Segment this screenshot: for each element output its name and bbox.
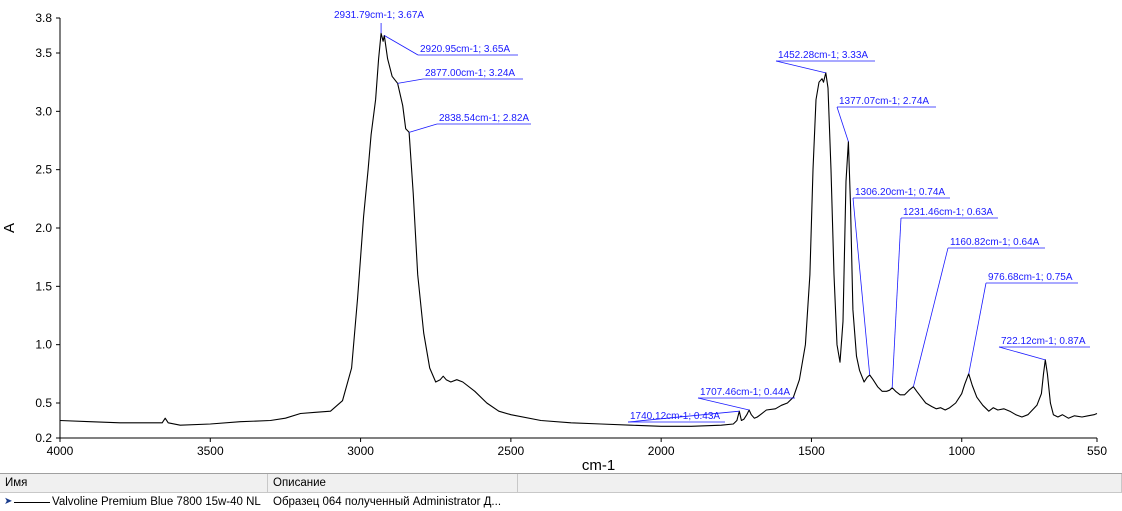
spectrum-series-line: [59, 32, 1098, 427]
x-tick-label: 4000: [47, 444, 74, 458]
x-tick-label: 1000: [948, 444, 975, 458]
legend-table-row[interactable]: ➤ Valvoline Premium Blue 7800 15w-40 NL …: [0, 493, 1122, 511]
peak-annotation-label: 1377.07cm-1; 2.74A: [839, 96, 929, 107]
annotation-leader-line: [998, 346, 1046, 361]
spectrum-chart: 4000 3500 3000 2500 2000 1500 1000 550 0.2 0.5 1.0…: [1, 10, 1107, 472]
annotation-leader-line: [384, 35, 419, 56]
y-tick-label: 2.5: [35, 163, 52, 177]
annotation-leader-line: [627, 410, 740, 423]
peak-annotation-label: 2877.00cm-1; 3.24A: [425, 68, 515, 79]
y-tick-label: 3.8: [35, 11, 52, 25]
x-tick-label: 2000: [648, 444, 675, 458]
series-name: Valvoline Premium Blue 7800 15w-40 NL: [52, 496, 261, 508]
annotation-leader-line: [968, 282, 987, 374]
peak-annotation-label: 1740.12cm-1; 0.43A: [630, 411, 720, 422]
series-line-swatch: [14, 502, 50, 503]
column-header-description[interactable]: Описание: [268, 474, 518, 492]
y-tick-label: 1.0: [35, 338, 52, 352]
row-name-cell: ➤ Valvoline Premium Blue 7800 15w-40 NL: [0, 493, 268, 511]
peak-annotation-label: 2838.54cm-1; 2.82A: [439, 113, 529, 124]
y-tick-label: 3.0: [35, 104, 52, 118]
peak-annotation-label: 1452.28cm-1; 3.33A: [778, 50, 868, 61]
column-header-filler: [518, 474, 1122, 492]
peak-annotation-label: 1306.20cm-1; 0.74A: [855, 187, 945, 198]
peak-annotation-label: 2931.79cm-1; 3.67A: [334, 10, 424, 21]
annotation-leader-line: [397, 78, 424, 84]
row-description-cell: Образец 064 полученный Administrator Д..…: [273, 496, 502, 508]
y-tick-label: 3.5: [35, 46, 52, 60]
annotation-leader-line: [697, 397, 750, 411]
peak-annotation-label: 1707.46cm-1; 0.44A: [700, 387, 790, 398]
annotation-leader-line: [891, 217, 902, 388]
x-tick-label: 3500: [197, 444, 224, 458]
spectra-legend-table: Имя Описание ➤ Valvoline Premium Blue 78…: [0, 473, 1122, 510]
peak-annotation-label: 722.12cm-1; 0.87A: [1001, 336, 1086, 347]
spectrum-svg: 4000 3500 3000 2500 2000 1500 1000 550 0.2 0.5 1.0…: [1, 10, 1107, 472]
legend-table-header: Имя Описание: [0, 474, 1122, 493]
y-tick-label: 2.0: [35, 221, 52, 235]
annotation-leader-line: [775, 60, 826, 74]
x-tick-label: 1500: [798, 444, 825, 458]
annotation-leader-line: [852, 197, 871, 376]
annotation-leader-line: [913, 247, 949, 387]
y-axis-title: A: [1, 223, 18, 233]
x-axis-title: cm-1: [582, 457, 615, 472]
y-tick-label: 0.5: [35, 396, 52, 410]
peak-annotation-label: 976.68cm-1; 0.75A: [988, 272, 1073, 283]
peak-annotation-label: 1160.82cm-1; 0.64A: [950, 237, 1040, 248]
y-tick-label: 0.2: [35, 431, 52, 445]
annotation-leader-line: [836, 106, 849, 142]
y-tick-label: 1.5: [35, 279, 52, 293]
annotation-leader-line: [408, 123, 438, 133]
peak-annotation-label: 2920.95cm-1; 3.65A: [420, 44, 510, 55]
peak-annotation-label: 1231.46cm-1; 0.63A: [903, 207, 993, 218]
x-tick-label: 550: [1087, 444, 1107, 458]
column-header-name[interactable]: Имя: [0, 474, 268, 492]
triangle-right-icon: ➤: [4, 496, 13, 507]
x-tick-label: 3000: [347, 444, 374, 458]
x-tick-label: 2500: [498, 444, 525, 458]
